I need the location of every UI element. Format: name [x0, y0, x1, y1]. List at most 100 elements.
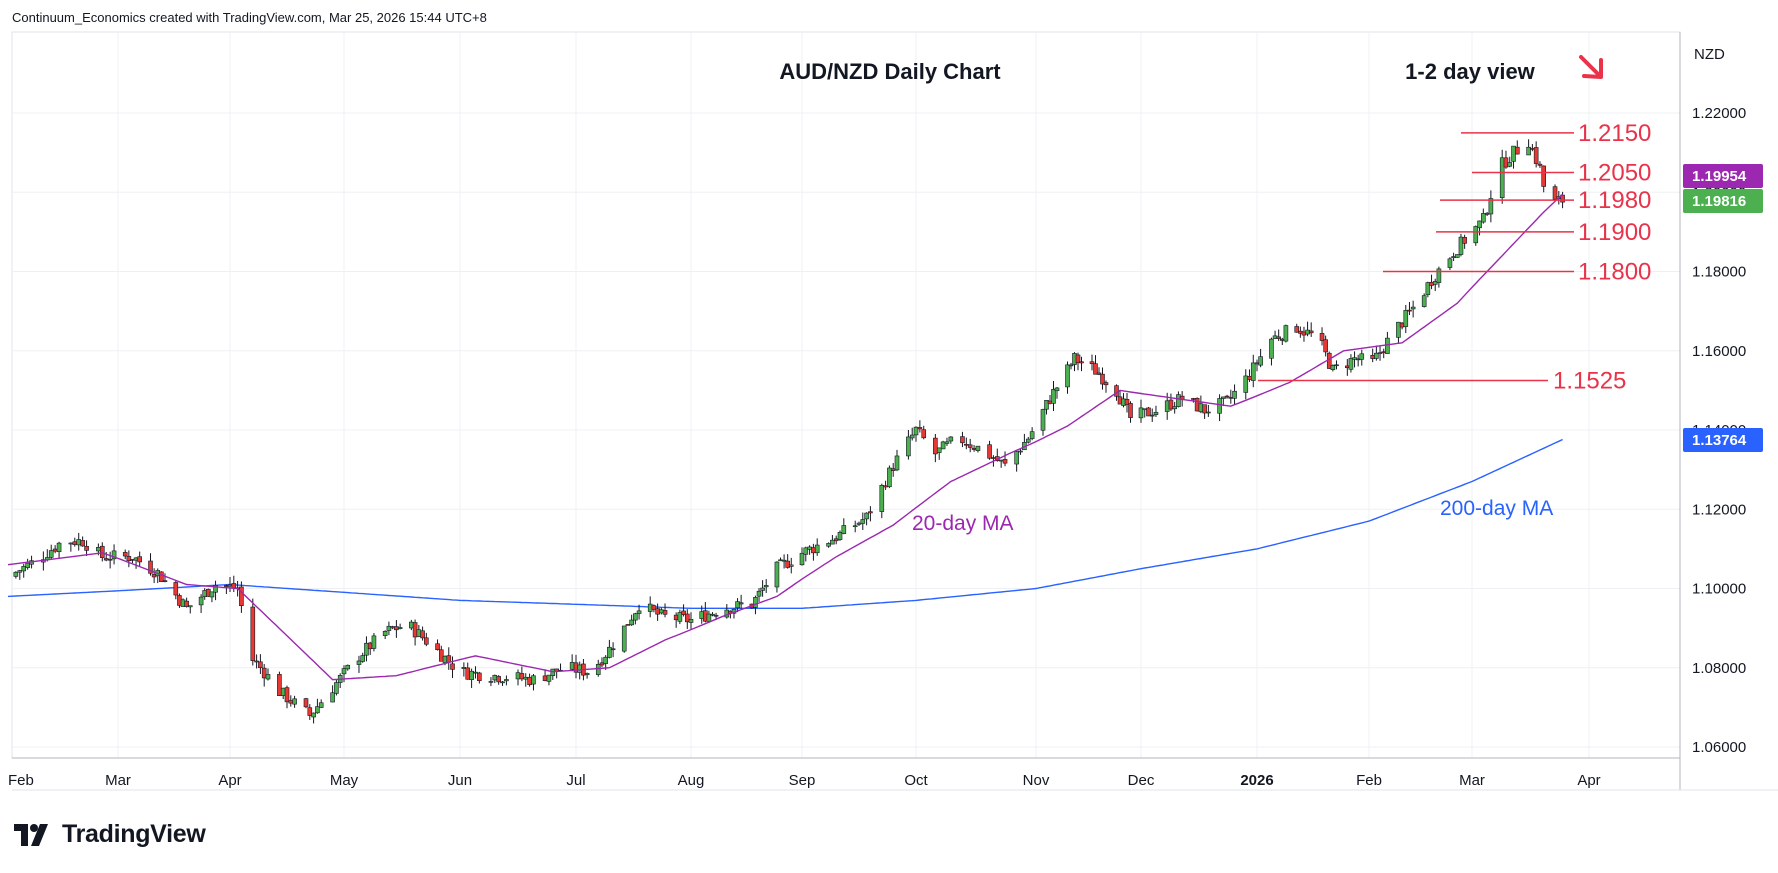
x-tick-label: Mar	[105, 772, 131, 789]
candle-up	[68, 542, 74, 545]
candle-up	[1054, 387, 1060, 392]
candle-down	[394, 626, 399, 631]
candle-up	[1138, 407, 1144, 419]
candle-up	[1330, 364, 1336, 370]
candle-up	[341, 668, 347, 675]
candle-up	[944, 441, 950, 444]
candle-up	[473, 671, 478, 674]
candle-down	[80, 540, 85, 547]
y-tick-label: 1.18000	[1692, 264, 1746, 281]
candle-down	[1294, 326, 1300, 333]
candle-down	[261, 667, 267, 679]
candle-up	[1403, 310, 1409, 327]
candle-up	[1432, 281, 1438, 285]
candle-up	[706, 613, 712, 622]
ma20-label: 20-day MA	[912, 512, 1014, 535]
candle-down	[1089, 361, 1095, 365]
grid-lines	[11, 31, 1681, 759]
candle-up	[826, 543, 831, 547]
candle-up	[209, 591, 215, 598]
candle-down	[496, 676, 501, 683]
candle-up	[1243, 375, 1249, 393]
x-tick-label: Apr	[1577, 772, 1600, 789]
candle-down	[1552, 186, 1558, 200]
candle-up	[111, 550, 117, 560]
x-tick-label: Mar	[1459, 772, 1485, 789]
candle-up	[386, 625, 392, 631]
candle-up	[1458, 236, 1464, 255]
candle-up	[756, 590, 762, 597]
candle-up	[837, 532, 843, 540]
candle-up	[1176, 394, 1181, 408]
candle-up	[1198, 403, 1204, 413]
candle-up	[1014, 451, 1019, 465]
candle-up	[1065, 364, 1070, 388]
x-tick-label: 2026	[1240, 772, 1273, 789]
level-label-1-1980: 1.1980	[1578, 187, 1651, 214]
candle-up	[488, 681, 494, 683]
candle-up	[345, 664, 351, 670]
candle-up	[856, 522, 862, 525]
candle-up	[1488, 198, 1494, 215]
tradingview-brand: TradingView	[62, 820, 206, 848]
candle-up	[1410, 306, 1416, 310]
axes: 1.220001.200001.180001.160001.140001.120…	[8, 32, 1778, 791]
candle-up	[48, 550, 54, 558]
candle-up	[1499, 157, 1505, 199]
y-tick-label: 1.06000	[1692, 739, 1746, 756]
candle-up	[371, 635, 377, 649]
candle-down	[1075, 354, 1081, 364]
candle-up	[315, 706, 320, 714]
level-label-1-1800: 1.1800	[1578, 259, 1651, 286]
candle-up	[469, 670, 474, 680]
candle-down	[651, 605, 657, 610]
candle-down	[811, 547, 816, 554]
x-tick-label: Jul	[566, 772, 585, 789]
candle-down	[307, 707, 313, 716]
candle-up	[763, 585, 769, 588]
candle-down	[465, 667, 471, 680]
candle-down	[412, 622, 418, 638]
candle-down	[239, 586, 244, 607]
candle-up	[523, 676, 529, 680]
candle-up	[864, 512, 869, 520]
candle-up	[1396, 321, 1401, 338]
y-tick-label: 1.12000	[1692, 501, 1746, 518]
candle-up	[629, 619, 634, 626]
currency-label: NZD	[1694, 46, 1725, 63]
candle-up	[998, 459, 1004, 462]
candle-down	[1224, 395, 1230, 398]
candle-up	[318, 702, 324, 708]
candle-down	[1079, 361, 1084, 364]
candle-down	[303, 698, 309, 708]
candle-down	[785, 560, 790, 568]
tradingview-logo[interactable]: TradingView	[14, 820, 206, 849]
candle-up	[17, 570, 23, 573]
candle-up	[21, 566, 27, 572]
candle-down	[122, 552, 128, 557]
candle-up	[382, 631, 388, 636]
candle-up	[1374, 352, 1379, 359]
candle-down	[519, 673, 525, 680]
candle-up	[334, 682, 339, 694]
candle-up	[909, 434, 915, 439]
candle-up	[788, 564, 794, 567]
candle-down	[1103, 382, 1109, 386]
candle-down	[1530, 148, 1535, 150]
candle-down	[1537, 163, 1543, 166]
price-tag-label: 1.19954	[1692, 168, 1747, 185]
candle-down	[991, 457, 996, 459]
level-label-1-2050: 1.2050	[1578, 159, 1651, 186]
candle-up	[1359, 353, 1365, 360]
arrow-down-right-icon	[1579, 55, 1603, 79]
candle-up	[515, 672, 521, 680]
candle-up	[753, 597, 758, 608]
candle-down	[1276, 336, 1281, 339]
candle-down	[159, 571, 164, 583]
candle-up	[364, 642, 369, 656]
chart-source-header: Continuum_Economics created with Trading…	[12, 10, 487, 25]
candle-up	[677, 612, 683, 622]
candle-up	[710, 613, 715, 616]
candle-up	[1477, 220, 1482, 229]
